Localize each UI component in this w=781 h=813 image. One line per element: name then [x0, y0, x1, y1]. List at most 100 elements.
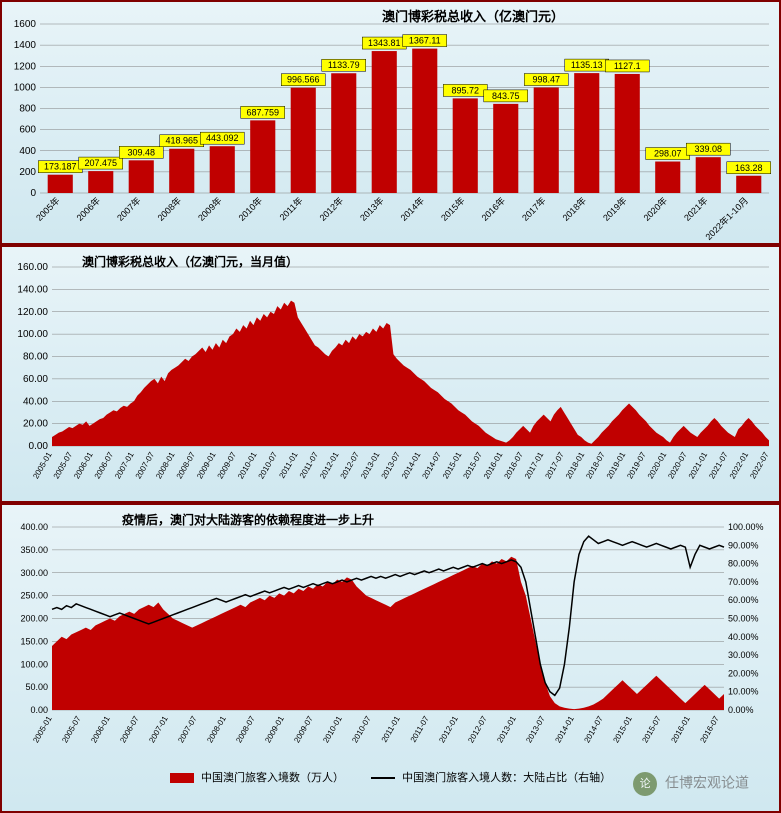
svg-text:1600: 1600	[14, 19, 37, 30]
svg-text:2017-07: 2017-07	[543, 450, 566, 480]
svg-text:140.00: 140.00	[17, 284, 48, 295]
svg-text:2010-07: 2010-07	[350, 714, 373, 744]
svg-text:2010-01: 2010-01	[321, 714, 344, 744]
bar	[169, 149, 194, 193]
svg-text:2007年: 2007年	[114, 195, 142, 223]
svg-text:2011-07: 2011-07	[298, 450, 320, 480]
svg-text:2021-01: 2021-01	[687, 450, 710, 480]
svg-text:207.475: 207.475	[84, 158, 117, 168]
svg-text:60.00: 60.00	[23, 374, 48, 385]
svg-text:2014-07: 2014-07	[582, 714, 605, 744]
svg-text:120.00: 120.00	[17, 307, 48, 318]
svg-text:150.00: 150.00	[20, 636, 48, 646]
svg-text:20.00: 20.00	[23, 419, 48, 430]
bar	[655, 162, 680, 193]
svg-text:173.187: 173.187	[44, 162, 77, 172]
svg-text:2015-01: 2015-01	[441, 450, 464, 480]
svg-text:2009-01: 2009-01	[263, 714, 286, 744]
legend-label-visitors: 中国澳门旅客入境数（万人）	[201, 772, 344, 784]
svg-text:309.48: 309.48	[127, 147, 155, 157]
svg-text:2018-07: 2018-07	[584, 450, 607, 480]
svg-text:200: 200	[19, 167, 36, 178]
bar	[48, 175, 73, 193]
svg-text:2009-01: 2009-01	[195, 450, 218, 480]
svg-text:90.00%: 90.00%	[728, 540, 759, 550]
svg-text:2010-01: 2010-01	[236, 450, 259, 480]
svg-text:2021-07: 2021-07	[707, 450, 730, 480]
svg-text:2012-07: 2012-07	[466, 714, 489, 744]
svg-text:400: 400	[19, 146, 36, 157]
svg-text:2021年: 2021年	[681, 195, 709, 223]
svg-text:2013-07: 2013-07	[380, 450, 403, 480]
svg-text:2012-01: 2012-01	[437, 714, 460, 744]
svg-text:2007-07: 2007-07	[134, 450, 157, 480]
svg-text:2005年: 2005年	[33, 195, 61, 223]
svg-text:2008-07: 2008-07	[175, 450, 198, 480]
svg-text:50.00: 50.00	[25, 682, 48, 692]
svg-text:50.00%: 50.00%	[728, 614, 759, 624]
svg-text:2016-01: 2016-01	[482, 450, 505, 480]
svg-text:0.00: 0.00	[30, 705, 48, 715]
svg-text:200.00: 200.00	[20, 614, 48, 624]
svg-text:843.75: 843.75	[492, 91, 520, 101]
svg-text:2005-07: 2005-07	[52, 450, 75, 480]
svg-text:2009年: 2009年	[195, 195, 223, 223]
svg-text:2005-01: 2005-01	[31, 450, 54, 480]
panel3-title: 疫情后，澳门对大陆游客的依赖程度进一步上升	[122, 511, 374, 528]
svg-text:2012年: 2012年	[317, 195, 345, 223]
svg-text:2017-01: 2017-01	[523, 450, 546, 480]
svg-text:30.00%: 30.00%	[728, 650, 759, 660]
legend-swatch-visitors	[170, 773, 194, 783]
panel1-title: 澳门博彩税总收入（亿澳门元）	[382, 6, 564, 25]
svg-text:2018-01: 2018-01	[564, 450, 587, 480]
svg-text:2013-01: 2013-01	[359, 450, 382, 480]
svg-text:2014-07: 2014-07	[420, 450, 443, 480]
svg-text:163.28: 163.28	[735, 163, 763, 173]
bar	[736, 176, 761, 193]
svg-text:2006-01: 2006-01	[89, 714, 112, 744]
svg-text:100.00: 100.00	[17, 329, 48, 340]
svg-text:2008-07: 2008-07	[234, 714, 257, 744]
svg-text:2008年: 2008年	[155, 195, 183, 223]
watermark-text: 任博宏观论道	[665, 775, 749, 791]
svg-text:40.00%: 40.00%	[728, 632, 759, 642]
svg-text:2011年: 2011年	[277, 195, 305, 223]
area-series	[52, 301, 769, 446]
svg-text:1343.81: 1343.81	[368, 38, 401, 48]
svg-text:418.965: 418.965	[165, 136, 198, 146]
svg-text:0.00%: 0.00%	[728, 705, 754, 715]
watermark: 论 任博宏观论道	[633, 772, 749, 796]
svg-text:2019年: 2019年	[600, 195, 628, 223]
svg-text:80.00: 80.00	[23, 352, 48, 363]
bar	[615, 74, 640, 193]
svg-text:996.566: 996.566	[287, 75, 320, 85]
bar	[453, 98, 478, 193]
svg-text:70.00%: 70.00%	[728, 577, 759, 587]
legend-line-mainland	[371, 777, 395, 779]
svg-text:2022-07: 2022-07	[748, 450, 771, 480]
svg-text:2013-07: 2013-07	[524, 714, 547, 744]
watermark-icon: 论	[633, 772, 657, 796]
svg-text:2015-01: 2015-01	[611, 714, 634, 744]
svg-text:2009-07: 2009-07	[292, 714, 315, 744]
svg-text:0: 0	[30, 188, 36, 199]
svg-text:2009-07: 2009-07	[216, 450, 239, 480]
legend-label-mainland: 中国澳门旅客入境人数：大陆占比（右轴）	[402, 772, 611, 784]
svg-text:2007-07: 2007-07	[176, 714, 199, 744]
svg-text:350.00: 350.00	[20, 545, 48, 555]
svg-text:2022-01: 2022-01	[728, 450, 751, 480]
svg-text:2015-07: 2015-07	[461, 450, 484, 480]
svg-text:298.07: 298.07	[654, 149, 682, 159]
svg-text:998.47: 998.47	[532, 75, 560, 85]
svg-text:2016-01: 2016-01	[669, 714, 692, 744]
panel2-title: 澳门博彩税总收入（亿澳门元，当月值）	[82, 253, 298, 270]
svg-text:1133.79: 1133.79	[328, 60, 360, 70]
svg-text:339.08: 339.08	[694, 144, 722, 154]
svg-text:2017年: 2017年	[519, 195, 547, 223]
svg-text:1200: 1200	[14, 61, 37, 72]
bar	[696, 157, 721, 193]
svg-text:2011-01: 2011-01	[380, 714, 402, 744]
svg-text:250.00: 250.00	[20, 591, 48, 601]
svg-text:2020-07: 2020-07	[666, 450, 689, 480]
svg-text:2008-01: 2008-01	[154, 450, 177, 480]
